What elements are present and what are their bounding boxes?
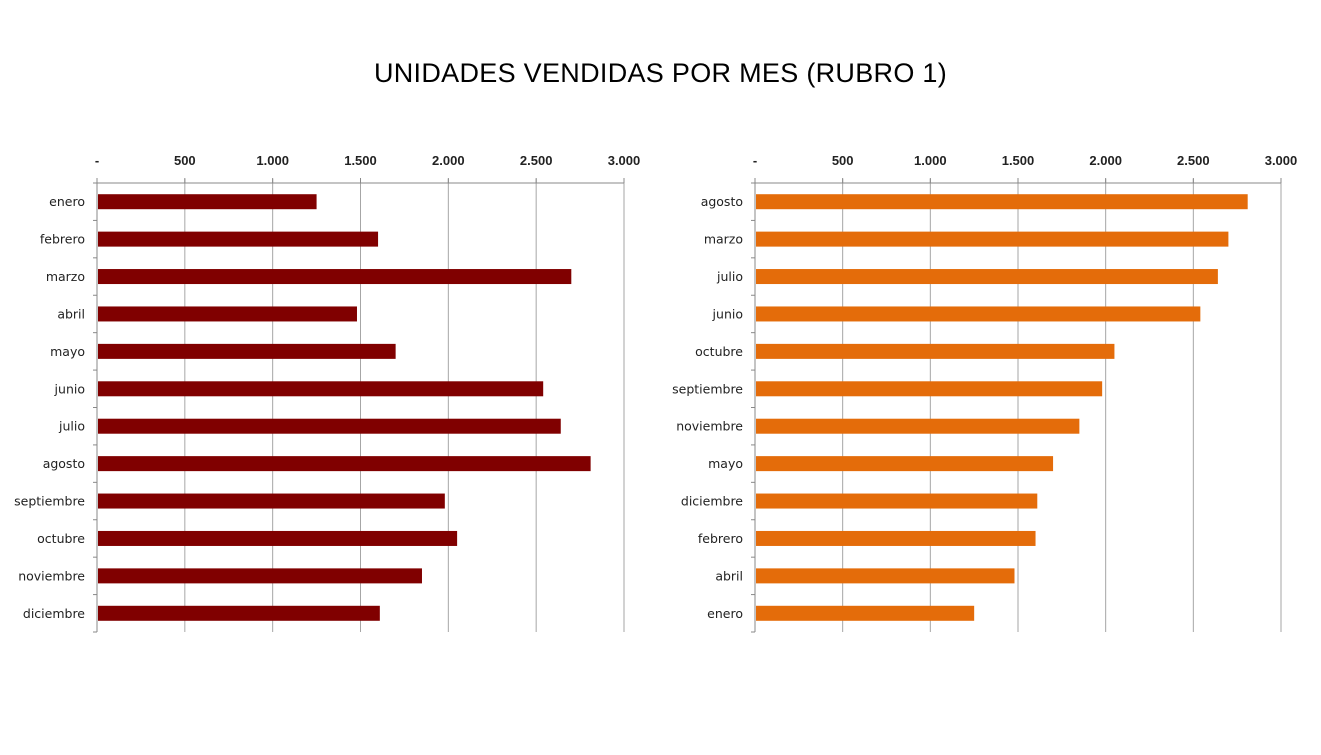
bar bbox=[756, 605, 975, 621]
bar bbox=[756, 418, 1080, 434]
category-label: febrero bbox=[698, 531, 743, 546]
page-title: UNIDADES VENDIDAS POR MES (RUBRO 1) bbox=[373, 58, 948, 88]
category-label: diciembre bbox=[681, 494, 743, 509]
bar bbox=[98, 306, 357, 322]
category-label: marzo bbox=[704, 232, 743, 247]
bar bbox=[756, 493, 1038, 509]
category-label: mayo bbox=[708, 456, 743, 471]
bar bbox=[756, 530, 1036, 546]
bar bbox=[98, 493, 445, 509]
bar bbox=[98, 568, 422, 584]
category-label: agosto bbox=[43, 456, 85, 471]
bar bbox=[98, 343, 396, 359]
x-tick-label: 2.000 bbox=[432, 153, 465, 168]
bar bbox=[756, 194, 1248, 210]
bar bbox=[756, 306, 1201, 322]
category-label: julio bbox=[58, 419, 85, 434]
category-label: abril bbox=[715, 568, 743, 583]
category-label: junio bbox=[54, 381, 85, 396]
bar bbox=[756, 456, 1054, 472]
x-tick-label: 1.000 bbox=[256, 153, 289, 168]
x-tick-label: 1.500 bbox=[344, 153, 377, 168]
x-tick-label: 1.500 bbox=[1002, 153, 1035, 168]
bar bbox=[98, 231, 379, 247]
bar bbox=[756, 568, 1015, 584]
category-label: noviembre bbox=[18, 568, 85, 583]
bar-chart-chronological: - 500 1.000 1.500 2.000 2.500 3.000 enero febrer… bbox=[14, 153, 641, 633]
category-label: agosto bbox=[701, 194, 743, 209]
x-tick-label: 1.000 bbox=[914, 153, 947, 168]
bar bbox=[98, 194, 317, 210]
x-tick-label: 2.500 bbox=[1177, 153, 1210, 168]
x-tick-label: 3.000 bbox=[608, 153, 641, 168]
category-label: enero bbox=[707, 606, 743, 621]
category-label: mayo bbox=[50, 344, 85, 359]
x-tick-label: 500 bbox=[174, 153, 196, 168]
bar bbox=[98, 456, 591, 472]
bar bbox=[98, 418, 561, 434]
x-tick-label: 3.000 bbox=[1265, 153, 1298, 168]
category-label: julio bbox=[716, 269, 743, 284]
category-label: septiembre bbox=[14, 494, 85, 509]
bar bbox=[98, 530, 458, 546]
x-tick-label: 2.000 bbox=[1089, 153, 1122, 168]
category-label: diciembre bbox=[23, 606, 85, 621]
category-label: marzo bbox=[46, 269, 85, 284]
bar bbox=[98, 381, 544, 397]
category-label: octubre bbox=[695, 344, 743, 359]
category-label: octubre bbox=[37, 531, 85, 546]
bar bbox=[98, 269, 572, 285]
category-label: junio bbox=[712, 306, 743, 321]
x-tick-label: - bbox=[753, 153, 757, 168]
category-label: septiembre bbox=[672, 381, 743, 396]
x-tick-label: 500 bbox=[832, 153, 854, 168]
category-label: enero bbox=[49, 194, 85, 209]
bar bbox=[756, 343, 1115, 359]
bar bbox=[98, 605, 380, 621]
x-tick-label: 2.500 bbox=[520, 153, 553, 168]
x-tick-label: - bbox=[95, 153, 99, 168]
category-label: abril bbox=[57, 306, 85, 321]
bar bbox=[756, 381, 1103, 397]
bar bbox=[756, 269, 1218, 285]
category-label: febrero bbox=[40, 232, 85, 247]
bar bbox=[756, 231, 1229, 247]
category-label: noviembre bbox=[676, 419, 743, 434]
